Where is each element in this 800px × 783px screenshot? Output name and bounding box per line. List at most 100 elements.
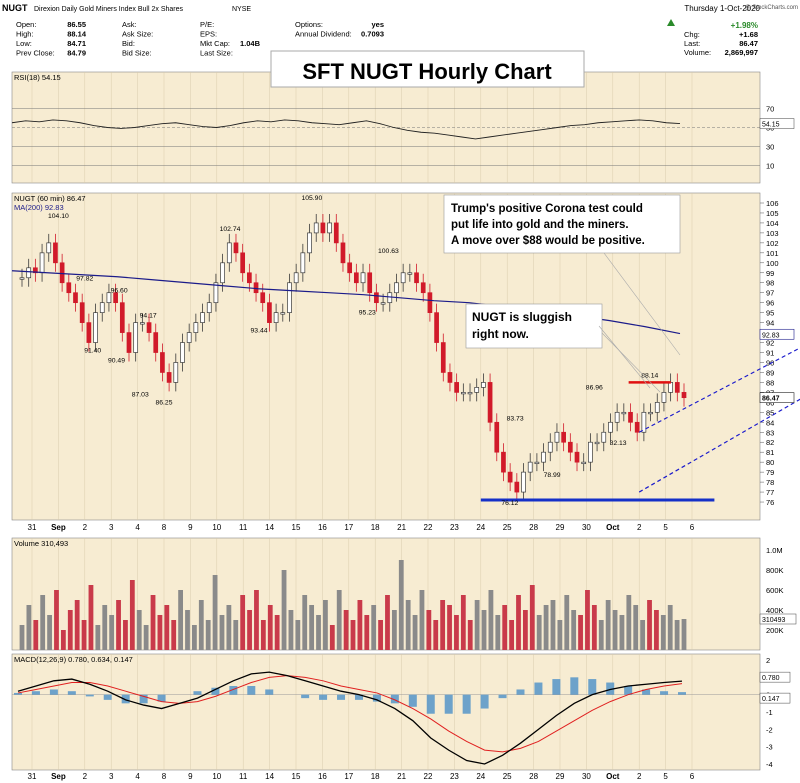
volume-bar [164,605,170,650]
volume-tick-label: 400K [766,606,784,615]
x-tick-label: 17 [344,523,353,532]
candle-body [160,352,165,373]
volume-bar [226,605,232,650]
volume-bar [254,590,259,650]
annotation-sluggish-line: right now. [472,327,529,341]
macd-histogram-bar [85,694,94,697]
x-tick-label: 3 [109,772,114,781]
x-tick-label: 15 [292,523,301,532]
candle-body [507,471,513,483]
annotation-trump: Trump's positive Corona test could put li… [451,203,645,247]
header-last-label: Last: [684,39,700,48]
x-tick-label: 14 [265,772,274,781]
volume-bar [391,610,397,650]
volume-bar [316,615,321,650]
volume-bar [550,600,556,650]
header-symbol: NUGT [2,3,28,13]
candle-body [481,382,486,388]
candle-body [648,411,653,415]
header-exchange: NYSE [232,6,251,13]
price-point-label: 100.63 [378,248,399,255]
rsi-tick-label: 30 [766,143,774,152]
candle-body [146,322,152,333]
volume-bar [309,605,315,650]
macd-histogram-bar [103,694,112,700]
candle-body [668,382,673,393]
volume-bar [60,630,66,650]
volume-tick-label: 800K [766,566,784,575]
macd-signal-line [17,675,683,753]
candle-body [574,451,580,463]
candle-body [661,392,667,403]
x-tick-label: 29 [556,523,565,532]
macd-tick-label: -1 [766,708,773,717]
macd-histogram-bar [67,691,76,695]
volume-bar [405,600,411,650]
candle-body [173,362,179,383]
price-point-label: 95.23 [359,310,376,317]
macd-histogram-bar [14,692,22,695]
chart-title: SFT NUGT Hourly Chart [302,59,552,84]
x-tick-label: 29 [556,772,565,781]
header-field-label: Ask Size: [122,30,153,39]
price-tick-label: 97 [766,289,774,298]
candle-body [220,262,225,284]
volume-bar [578,615,583,650]
candle-body [487,382,493,423]
candle-body [353,272,359,284]
volume-bar [109,615,115,650]
x-tick-label: Sep [51,772,66,781]
volume-bar [33,620,39,650]
volume-bar [605,600,611,650]
header-field-label: Bid: [122,39,135,48]
macd-tick-label: 2 [766,656,770,665]
x-tick-label: 21 [397,772,406,781]
macd-histogram-bar [642,689,651,695]
x-tick-label: 25 [503,772,512,781]
callout-line [598,325,651,389]
volume-bar [88,585,94,650]
volume-bar [171,620,177,650]
candle-body [621,411,627,415]
x-tick-label: 24 [476,523,485,532]
price-tick-label: 106 [766,199,779,208]
macd-histogram-bar [624,686,633,695]
x-tick-label: 23 [450,772,459,781]
volume-bar [233,620,239,650]
price-point-label: 82.13 [610,440,627,447]
volume-bar [357,600,363,650]
header-field-label: Low: [16,39,32,48]
macd-histogram-bar [660,691,669,695]
candle-body [407,272,413,275]
volume-bar [660,615,666,650]
macd-line [17,671,683,765]
volume-bar [612,610,618,650]
x-tick-label: Sep [51,523,66,532]
candle-body [514,481,520,493]
macd-histogram-bar [534,682,543,695]
candle-body [494,421,500,453]
macd-histogram-bar [480,694,489,709]
candle-body [634,421,640,433]
volume-bar [385,595,390,650]
volume-bar [260,620,266,650]
x-tick-label: 10 [212,772,221,781]
volume-bar [378,620,383,650]
x-tick-label: 11 [239,523,248,532]
macd-histogram-bar [552,679,561,695]
volume-bar [591,605,597,650]
volume-bar [288,610,294,650]
volume-bar [329,625,335,650]
macd-histogram-bar [301,694,310,699]
price-tick-label: 84 [766,418,774,427]
panel-macd [11,653,761,771]
rsi-legend: RSI(18) 54.15 [14,73,61,82]
candle-body [113,292,118,304]
title-box [270,50,585,88]
volume-bar [281,570,287,650]
candle-body [394,282,399,294]
volume-bar [447,605,452,650]
macd-tick-label: -3 [766,743,773,752]
macd-histogram-bar [390,694,399,704]
price-tick-label: 81 [766,448,774,457]
